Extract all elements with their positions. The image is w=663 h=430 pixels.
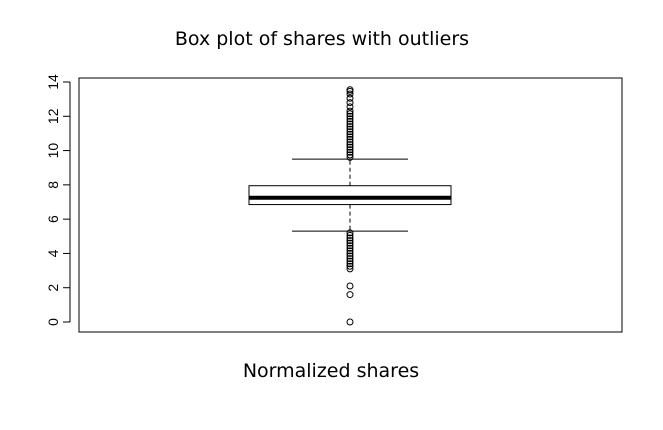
outlier-point [346,110,354,118]
outlier-point [346,242,354,250]
outlier-point [346,260,354,268]
y-tick-label: 12 [45,108,61,124]
outlier-point [346,249,354,257]
outlier-point [346,244,354,252]
outlier-point [346,130,354,138]
y-tick-label: 2 [45,284,61,292]
outlier-point [346,247,354,255]
outlier-point [346,107,354,115]
y-tick-label: 8 [45,181,61,189]
outlier-point [346,146,354,154]
outlier-point [346,153,354,161]
outlier-point [346,262,354,270]
outlier-point [346,99,354,107]
outlier-points [346,86,354,326]
outlier-point [346,141,354,149]
outlier-point [346,234,354,242]
outlier-point [346,120,354,128]
outlier-point [346,133,354,141]
outlier-point [346,239,354,247]
x-axis-label: Normalized shares [243,360,419,382]
outlier-point [346,115,354,123]
outlier-point [346,148,354,156]
outlier-point [346,291,354,299]
outlier-point [346,231,354,239]
y-tick-label: 4 [45,249,61,257]
interquartile-box [248,185,452,206]
outlier-point [346,117,354,125]
y-tick-label: 10 [45,143,61,159]
outlier-point [346,237,354,245]
outlier-point [346,125,354,133]
outlier-point [346,94,354,102]
y-tick-label: 6 [45,215,61,223]
outlier-point [346,138,354,146]
outlier-point [346,90,354,98]
outlier-point [346,265,354,273]
outlier-point [346,112,354,120]
outlier-point [346,318,354,326]
outlier-point [346,128,354,136]
outlier-point [346,252,354,260]
y-axis: 0 2 4 6 8 10 12 14 [45,74,71,326]
outlier-point [346,135,354,143]
outlier-point [346,123,354,131]
y-tick-label: 14 [45,74,61,90]
outlier-point [346,86,354,94]
outlier-point [346,103,354,111]
outlier-point [346,151,354,159]
chart-title: Box plot of shares with outliers [175,28,469,50]
outlier-point [346,255,354,263]
outlier-point [346,257,354,265]
box-plot [248,158,452,232]
y-tick-label: 0 [45,318,61,326]
outlier-point [346,282,354,290]
outlier-point [346,229,354,237]
plot-frame [78,77,623,333]
outlier-point [346,143,354,151]
